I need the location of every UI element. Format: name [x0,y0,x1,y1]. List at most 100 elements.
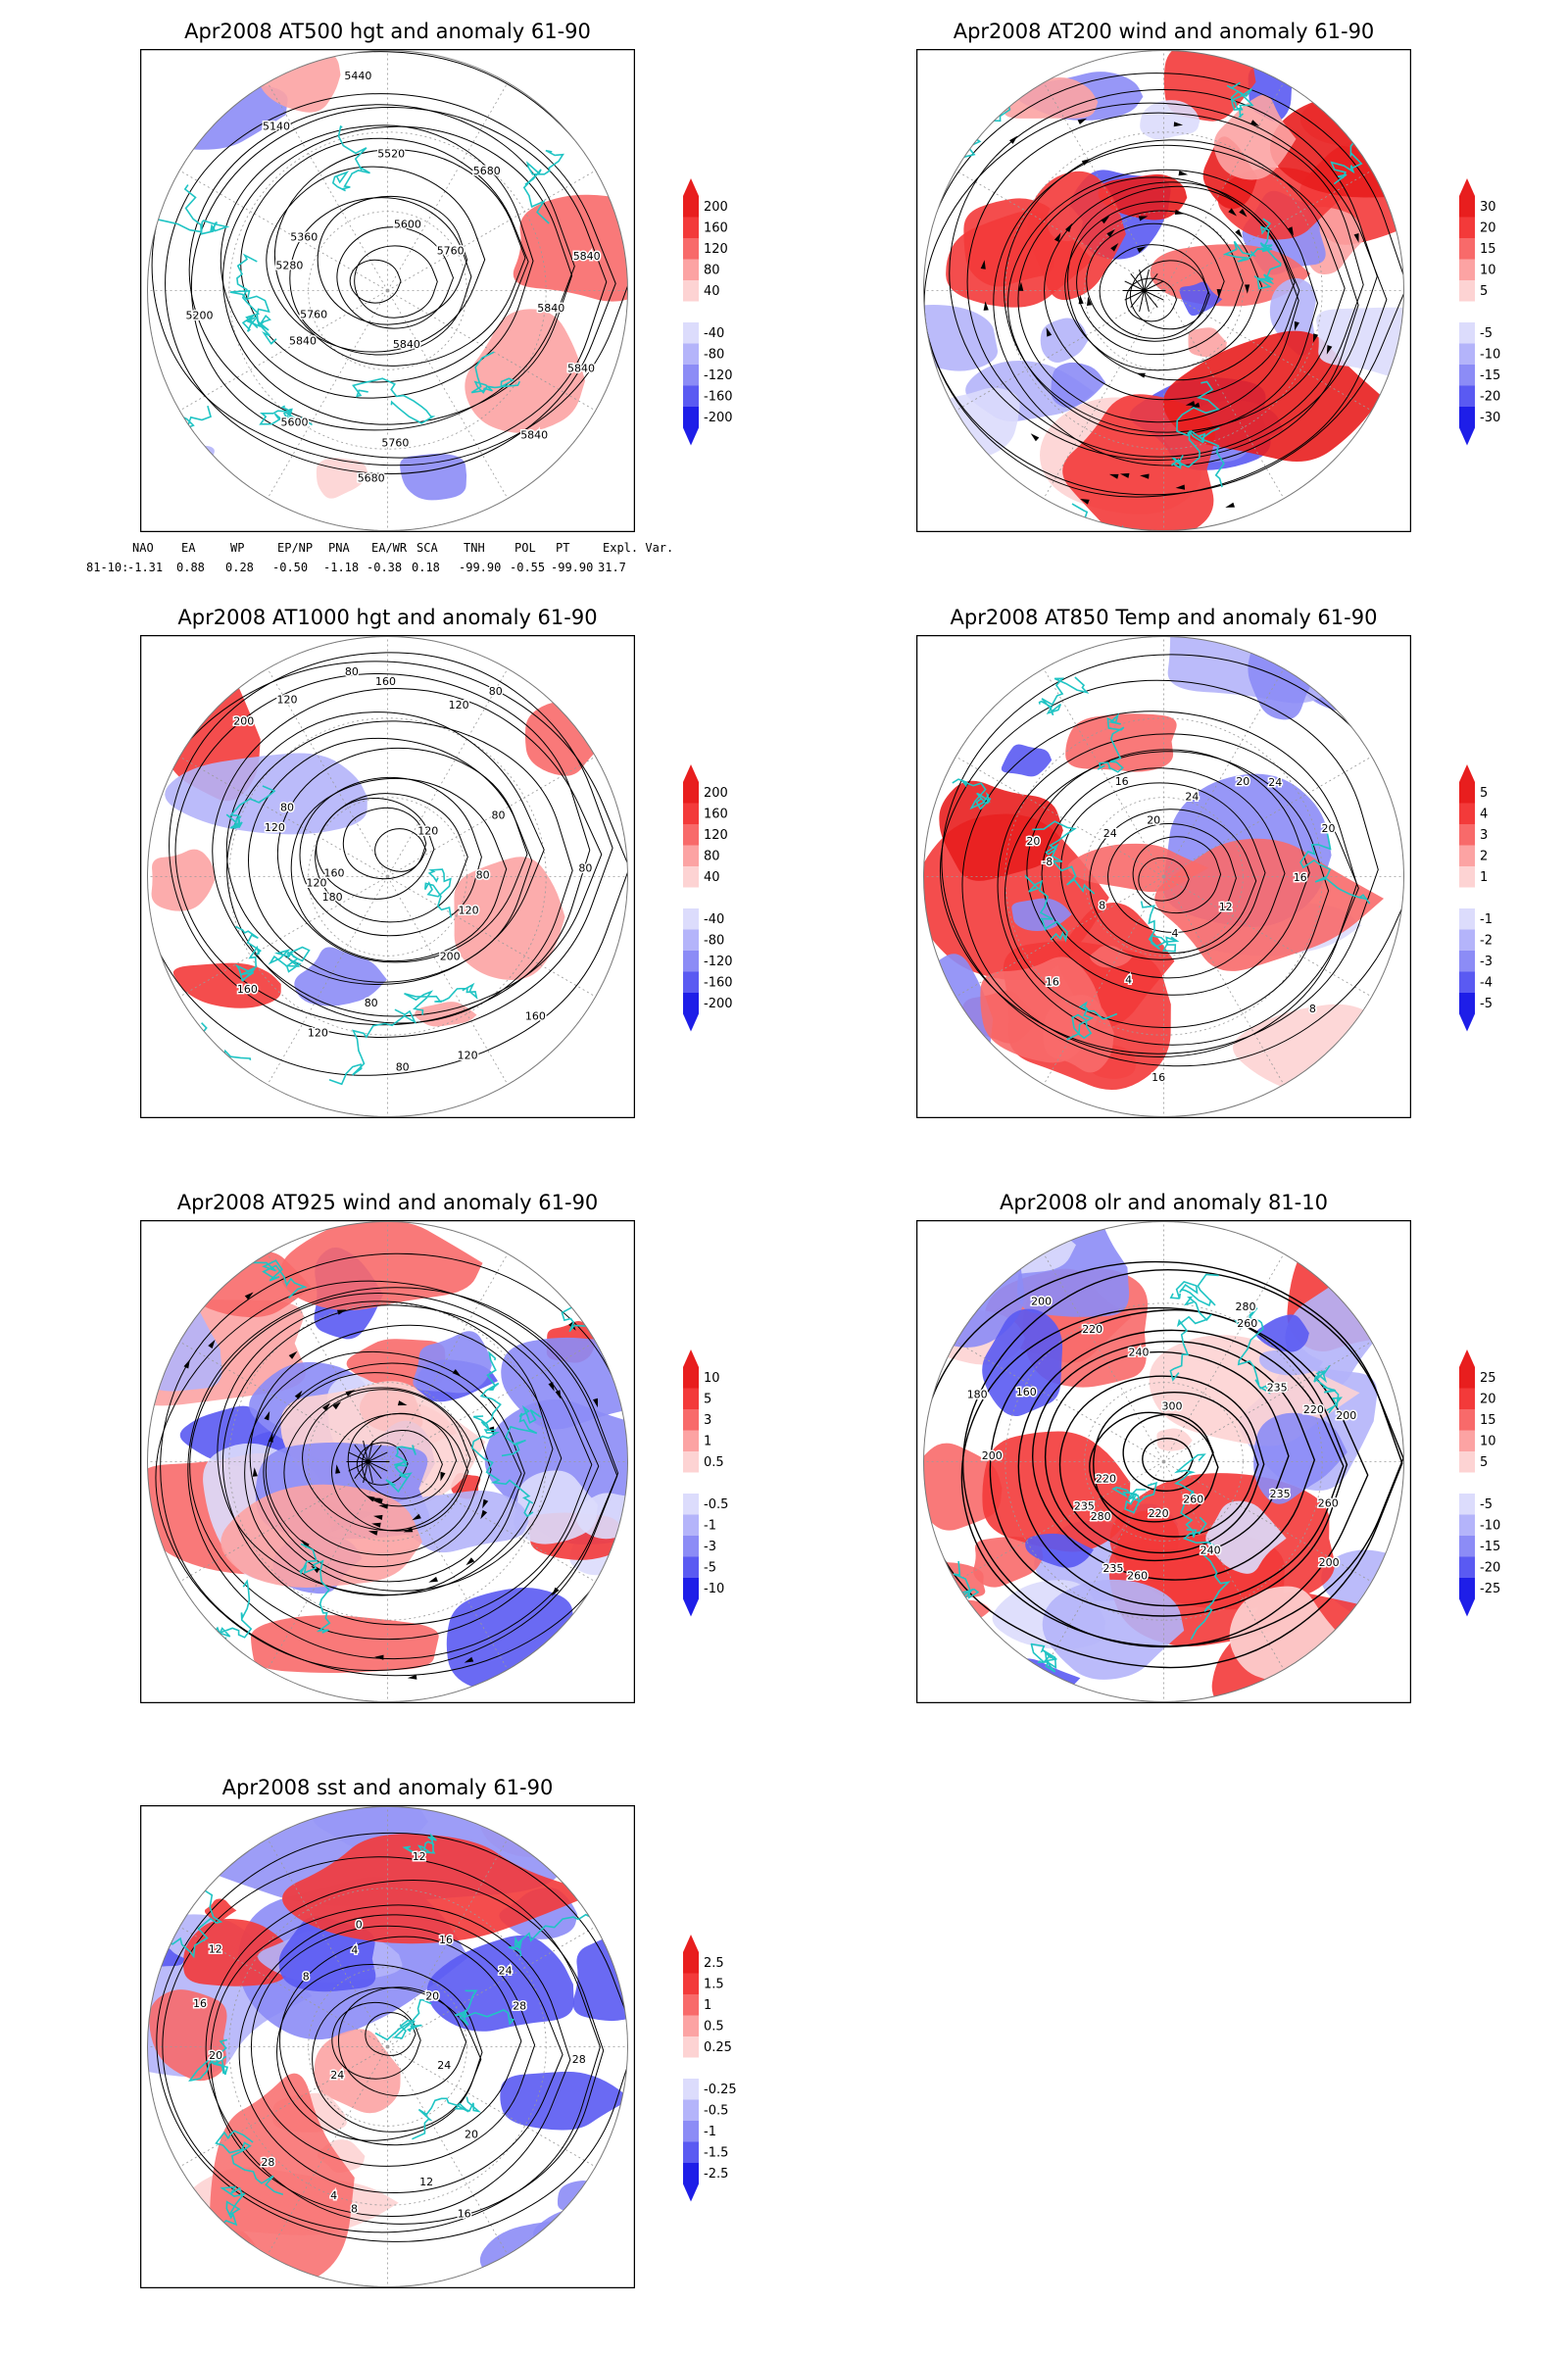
coastline [374,1998,432,2041]
contour-label: 8 [1099,900,1105,912]
contour-line [174,672,591,1026]
wind-arrowhead [1046,327,1053,337]
wind-arrowhead [368,1530,378,1536]
wind-arrowhead [1185,401,1196,406]
meridian-line [1163,756,1372,877]
meridian-line [387,1461,509,1670]
contour-label: 16 [458,2208,471,2221]
colorbar-segment [683,1952,699,1974]
contour-line [1044,1350,1290,1562]
contour-label: 24 [330,2069,344,2082]
streamline [1086,222,1225,342]
wind-arrowhead [480,1509,488,1520]
wind-arrowhead [1136,372,1146,378]
streamline [265,1372,492,1568]
contour-label: 16 [439,1934,453,1946]
contour-label: 28 [513,2000,526,2013]
meridian-line [179,290,388,412]
meridian-line [179,1926,388,2047]
meridian-line [956,170,1164,291]
streamline [949,88,1378,462]
positive-anomaly-area [1154,838,1384,971]
map-content: 8012016020012080801201601801201601208020… [147,636,628,1117]
contour-line [212,688,603,1017]
colorbar-tick-label: -3 [704,1540,716,1554]
colorbar-segment [1459,866,1475,888]
contour-label: 28 [572,2053,586,2066]
polar-map [140,1220,635,1703]
contour-line [1132,836,1222,914]
contour-label: 260 [1237,1317,1257,1330]
index-value: 0.28 [225,561,254,574]
index-value: 0.88 [176,561,205,574]
colorbar-tick-label: 2.5 [704,1956,724,1971]
contour-line [190,106,608,459]
wind-arrowhead [593,1398,598,1408]
colorbar-tick-label: 1.5 [704,1977,724,1991]
colorbar-bottom-arrow [1459,1598,1475,1617]
meridian-line [387,1461,596,1583]
coastline [472,1350,502,1431]
meridian-line [1163,290,1372,412]
map-boundary [923,50,1404,531]
colorbar-segment [683,803,699,824]
negative-anomaly-area [923,305,998,371]
wind-arrowhead [301,1540,310,1548]
streamline [368,1461,373,1484]
coastline [404,982,478,1015]
colorbar-segment [683,259,699,280]
contour-label: 160 [375,675,396,688]
colorbar-tick-label: -2 [1480,933,1493,948]
colorbar-segment [683,1994,699,2016]
index-header: EP/NP [277,541,314,555]
polar-map: 5840 5840 5840 5840 5760 5680 5600 5840 5760 5200… [140,49,635,532]
polar-map: 8012016020012080801201601801201601208020… [140,635,635,1118]
wind-arrowhead [1078,294,1084,305]
wind-arrowhead [1101,216,1110,224]
colorbar: 10 5 3 1 0.5 -0.5 -1 -3 -5 -10 [683,1349,728,1617]
wind-arrowhead [332,1401,342,1410]
coastline [234,925,262,982]
contour-line [250,1925,536,2167]
colorbar-bottom-arrow [683,2183,699,2202]
contour-label: 120 [265,821,285,834]
panel-title: Apr2008 AT500 hgt and anomaly 61-90 [184,20,591,43]
contour-line [220,124,534,399]
contour-label: 24 [1268,776,1282,789]
streamline [361,1429,443,1499]
streamline [363,1440,368,1462]
meridian-line [387,1839,509,2047]
index-value: -1.18 [323,561,360,574]
colorbar-segment [683,908,699,930]
colorbar-tick-label: -4 [1480,975,1493,990]
colorbar-segment [1459,1514,1475,1536]
colorbar-segment [683,887,699,908]
map-panel-at200: Apr2008 AT200 wind and anomaly 61-90 30 20… [916,20,1504,598]
contour-line [225,711,545,986]
contour-label: 5680 [358,472,385,485]
colorbar-segment [1459,407,1475,428]
contour-line [331,2001,421,2080]
meridian-line [956,1461,1164,1583]
colorbar-segment [1459,1430,1475,1451]
colorbar-tick-label: 10 [1480,263,1496,277]
contour-line [342,807,427,880]
colorbar-segment [1459,1578,1475,1599]
colorbar-segment [1459,238,1475,260]
wind-arrowhead [1239,209,1248,218]
meridian-line [267,1253,388,1462]
coastline [299,1543,331,1634]
contour-line [1058,1375,1265,1554]
meridian-line [1163,876,1372,998]
colorbar-tick-label: 30 [1480,200,1496,215]
contour-label: 235 [1074,1499,1095,1512]
meridian-line [267,668,388,877]
streamline [993,144,1359,466]
map-panel-at1000: Apr2008 AT1000 hgt and anomaly 61-90 80 12… [140,606,733,1184]
contour-label: 5840 [520,429,548,442]
negative-anomaly-area [500,2071,628,2131]
contour-label: 5520 [377,148,405,161]
contour-label: 80 [489,685,503,698]
streamline [302,1389,471,1532]
colorbar-segment [1459,782,1475,804]
